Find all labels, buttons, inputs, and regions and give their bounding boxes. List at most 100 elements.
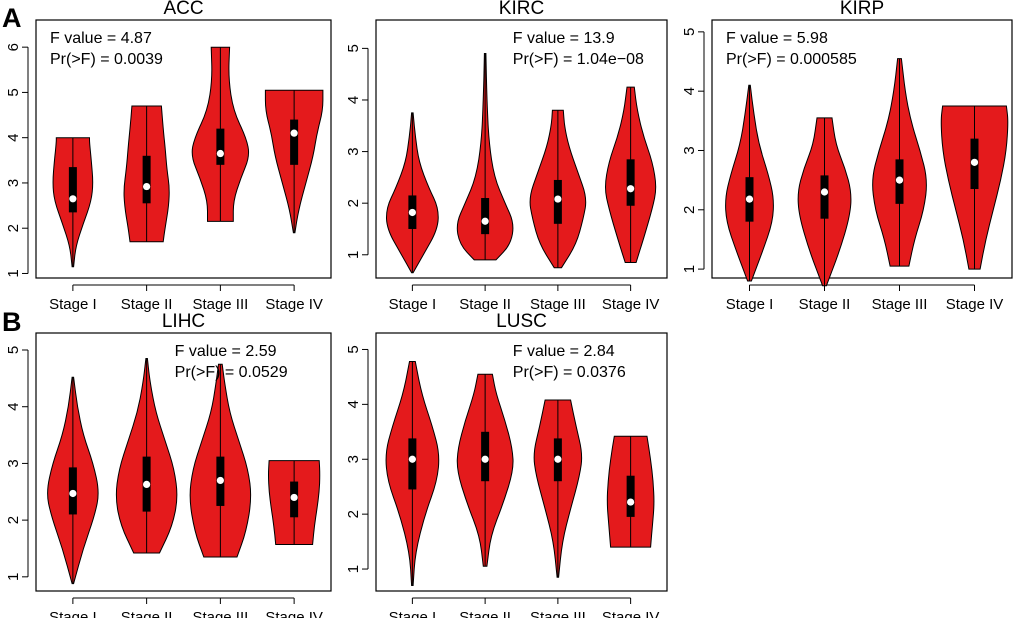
f-value-text: F value = 2.59 bbox=[175, 343, 277, 360]
plot-frame bbox=[711, 19, 1013, 279]
median-dot bbox=[820, 188, 829, 196]
chart-title: KIRP bbox=[840, 0, 884, 19]
y-tick-label: 1 bbox=[681, 265, 698, 273]
y-tick-label: 3 bbox=[5, 179, 22, 187]
x-tick-label: Stage IV bbox=[946, 296, 1004, 313]
p-value-text: Pr(>F) = 0.0039 bbox=[50, 51, 163, 68]
x-tick-label: Stage III bbox=[530, 296, 586, 313]
x-tick-label: Stage I bbox=[389, 296, 437, 313]
y-tick-label: 3 bbox=[681, 146, 698, 154]
iqr-box bbox=[290, 119, 299, 165]
chart-title: LIHC bbox=[162, 311, 205, 332]
iqr-box bbox=[216, 128, 225, 165]
plot-frame bbox=[375, 19, 668, 279]
y-tick-label: 5 bbox=[5, 346, 22, 354]
median-dot bbox=[895, 176, 904, 184]
y-tick-label: 4 bbox=[5, 134, 22, 142]
y-tick-label: 2 bbox=[345, 510, 362, 518]
x-tick-label: Stage IV bbox=[602, 296, 660, 313]
y-tick-label: 5 bbox=[681, 28, 698, 36]
panel-label-a: A bbox=[2, 3, 22, 33]
y-tick-label: 4 bbox=[345, 96, 362, 104]
median-dot bbox=[143, 182, 151, 191]
x-tick-label: Stage II bbox=[121, 609, 173, 618]
panel-kirc: KIRC 1 2 3 4 5 Stage I Stage II Stage III Stage I… bbox=[345, 0, 668, 313]
x-tick-label: Stage II bbox=[459, 296, 511, 313]
y-tick-label: 4 bbox=[5, 403, 22, 411]
y-tick-label: 4 bbox=[345, 400, 362, 408]
median-dot bbox=[408, 208, 416, 217]
y-tick-label: 3 bbox=[5, 459, 22, 467]
p-value-text: Pr(>F) = 1.04e−08 bbox=[513, 51, 644, 68]
median-dot bbox=[627, 498, 635, 506]
x-tick-label: Stage IV bbox=[602, 609, 660, 618]
median-dot bbox=[554, 195, 562, 203]
p-value-text: Pr(>F) = 0.000585 bbox=[726, 51, 857, 68]
y-tick-label: 5 bbox=[345, 345, 362, 353]
panel-kirp: KIRP 1 2 3 4 5 Stage I Stage II Stage III Stage I… bbox=[681, 0, 1013, 313]
y-tick-label: 2 bbox=[5, 516, 22, 524]
iqr-box bbox=[481, 198, 490, 235]
x-tick-label: Stage III bbox=[192, 609, 248, 618]
f-value-text: F value = 2.84 bbox=[513, 343, 615, 360]
x-tick-label: Stage II bbox=[121, 296, 173, 313]
x-tick-label: Stage I bbox=[49, 609, 97, 618]
iqr-box bbox=[626, 475, 635, 517]
panel-label-b: B bbox=[2, 307, 22, 337]
plot-frame bbox=[35, 332, 332, 592]
median-dot bbox=[69, 195, 77, 203]
plot-frame bbox=[375, 332, 668, 592]
y-tick-label: 4 bbox=[681, 87, 698, 95]
panel-lihc: LIHC 1 2 3 4 5 Stage I Stage II Stage III Stage I… bbox=[5, 311, 332, 618]
panel-lusc: LUSC 1 2 3 4 5 Stage I Stage II Stage III Stage I… bbox=[345, 311, 668, 618]
y-tick-label: 3 bbox=[345, 455, 362, 463]
y-tick-label: 3 bbox=[345, 147, 362, 155]
median-dot bbox=[627, 185, 635, 193]
x-tick-label: Stage I bbox=[726, 296, 774, 313]
x-tick-label: Stage III bbox=[192, 296, 248, 313]
x-tick-label: Stage II bbox=[459, 609, 511, 618]
y-tick-label: 5 bbox=[5, 88, 22, 96]
iqr-box bbox=[68, 167, 77, 213]
chart-title: LUSC bbox=[496, 311, 547, 332]
x-tick-label: Stage I bbox=[49, 296, 97, 313]
y-tick-label: 2 bbox=[345, 199, 362, 207]
chart-title: KIRC bbox=[499, 0, 544, 19]
median-dot bbox=[290, 493, 298, 502]
median-dot bbox=[481, 455, 489, 463]
y-tick-label: 2 bbox=[5, 224, 22, 232]
y-tick-label: 5 bbox=[345, 44, 362, 52]
f-value-text: F value = 4.87 bbox=[50, 30, 152, 47]
x-tick-label: Stage IV bbox=[265, 296, 323, 313]
panel-acc: ACC 1 2 3 4 5 6 Stage I Stage II Stage III Stage I… bbox=[5, 0, 332, 313]
iqr-box bbox=[626, 159, 635, 206]
f-value-text: F value = 5.98 bbox=[726, 30, 828, 47]
median-dot bbox=[290, 129, 298, 137]
p-value-text: Pr(>F) = 0.0529 bbox=[175, 364, 288, 381]
median-dot bbox=[69, 489, 77, 498]
iqr-box bbox=[820, 175, 829, 219]
median-dot bbox=[481, 217, 489, 225]
chart-title: ACC bbox=[163, 0, 203, 19]
median-dot bbox=[554, 455, 562, 463]
x-tick-label: Stage I bbox=[389, 609, 437, 618]
y-tick-label: 1 bbox=[345, 251, 362, 259]
x-tick-label: Stage III bbox=[530, 609, 586, 618]
y-tick-label: 1 bbox=[5, 269, 22, 277]
y-tick-label: 6 bbox=[5, 43, 22, 51]
x-tick-label: Stage II bbox=[799, 296, 851, 313]
iqr-box bbox=[142, 155, 151, 204]
median-dot bbox=[745, 195, 754, 203]
median-dot bbox=[970, 158, 979, 166]
f-value-text: F value = 13.9 bbox=[513, 30, 615, 47]
median-dot bbox=[408, 455, 416, 463]
p-value-text: Pr(>F) = 0.0376 bbox=[513, 364, 626, 381]
y-tick-label: 2 bbox=[681, 206, 698, 214]
median-dot bbox=[216, 149, 224, 158]
y-tick-label: 1 bbox=[345, 565, 362, 573]
x-tick-label: Stage III bbox=[872, 296, 928, 313]
iqr-box bbox=[408, 438, 417, 490]
x-tick-label: Stage IV bbox=[265, 609, 323, 618]
median-dot bbox=[143, 480, 151, 488]
